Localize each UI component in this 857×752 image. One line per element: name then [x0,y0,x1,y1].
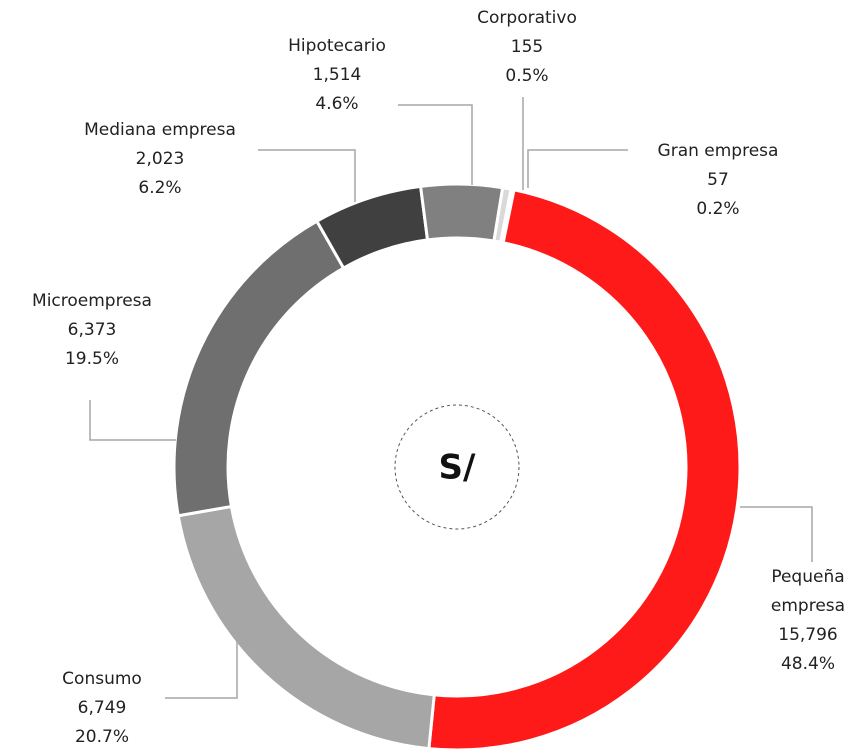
category-label: Hipotecario [288,36,386,56]
donut-slice [176,504,436,751]
category-label: Mediana empresa [84,120,236,140]
category-label: Consumo [62,669,142,689]
share-label: 6.2% [138,178,182,198]
leader-line [165,622,238,699]
share-label: 20.7% [74,727,129,747]
category-label: Corporativo [477,8,577,28]
category-label: Gran empresa [657,141,779,161]
leader-line [740,506,813,562]
share-label: 0.5% [505,66,549,86]
share-label: 19.5% [64,349,119,369]
leader-line [527,149,628,188]
leader-line [258,149,356,202]
share-label: 48.4% [780,654,835,674]
slice-label: Mediana empresa 2,023 6.2% [80,116,240,203]
center-label: S/ [439,448,476,488]
category-label: Microempresa [32,291,152,311]
slice-label: Pequeña empresa 15,796 48.4% [728,563,857,679]
slice-label: Hipotecario 1,514 4.6% [257,32,417,119]
value-label: 57 [707,170,729,190]
share-label: 0.2% [696,199,740,219]
value-label: 6,749 [77,698,127,718]
donut-slice [427,188,742,751]
donut-slice [172,219,346,518]
slice-label: Gran empresa 57 0.2% [638,137,798,224]
center-circle [394,404,520,530]
category-label: Pequeña empresa [770,567,846,616]
slice-label: Microempresa 6,373 19.5% [12,287,172,374]
slice-label: Consumo 6,749 20.7% [22,665,182,752]
value-label: 2,023 [135,149,185,169]
donut-slice [492,185,513,244]
value-label: 6,373 [67,320,117,340]
leader-line [398,104,473,185]
value-label: 1,514 [312,65,362,85]
leader-line [89,400,176,441]
donut-slice [418,182,505,243]
slice-label: Corporativo 155 0.5% [447,4,607,91]
value-label: 155 [510,37,544,57]
share-label: 4.6% [315,94,359,114]
value-label: 15,796 [778,625,838,645]
